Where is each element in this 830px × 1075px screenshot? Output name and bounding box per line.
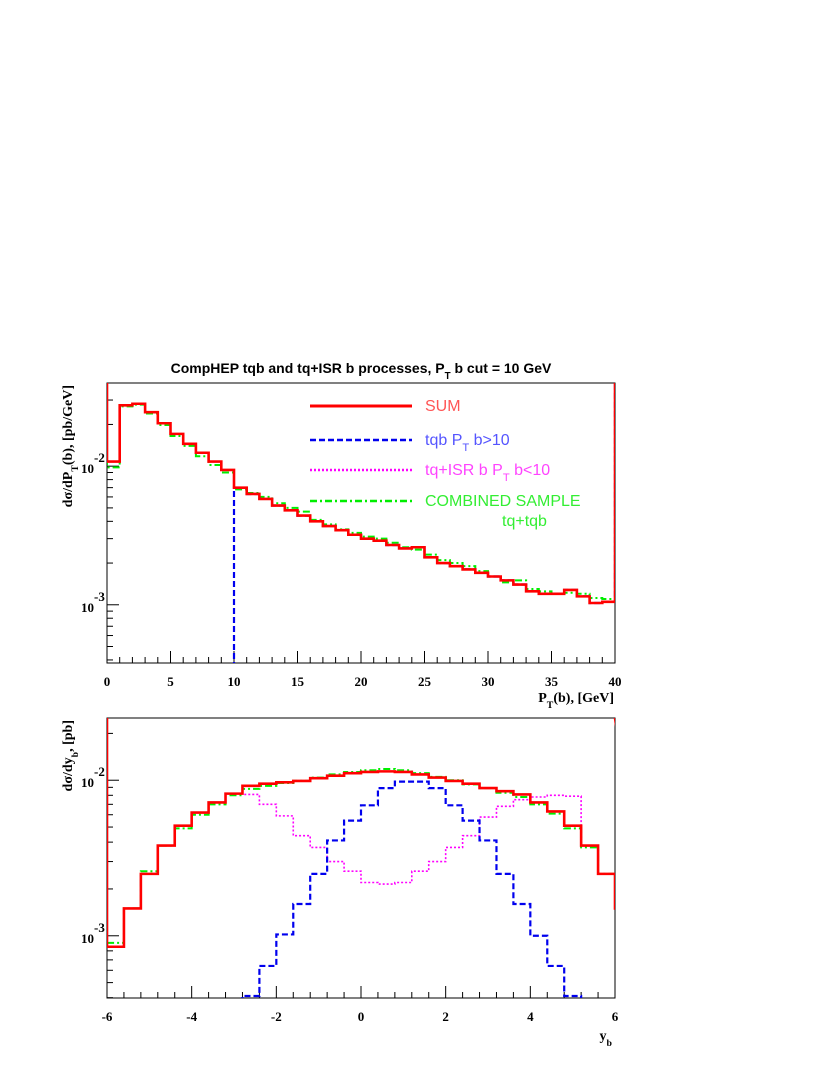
x-tick-label: 0 (104, 674, 111, 689)
x-tick-label: 5 (167, 674, 174, 689)
y-tick-label: 10 (81, 461, 94, 476)
x-tick-label: 20 (355, 674, 368, 689)
legend-isr-label: tq+ISR b PT b<10 (425, 462, 550, 484)
chart-title: CompHEP tqb and tq+ISR b processes, PT b… (171, 360, 552, 382)
y-tick-exponent: -3 (94, 589, 105, 604)
x-tick-label: 2 (442, 1009, 449, 1024)
series-sum-line (107, 718, 615, 949)
y-tick-exponent: -2 (94, 450, 105, 465)
y-tick-label: 10 (81, 931, 94, 946)
x-tick-label: 30 (482, 674, 495, 689)
x-tick-label: 35 (545, 674, 559, 689)
series-isr-line (107, 718, 615, 948)
series-sum-line (107, 383, 615, 605)
x-tick-label: -6 (102, 1009, 113, 1024)
legend-tqb-label: tqb PT b>10 (425, 432, 510, 454)
legend-sum-label: SUM (425, 398, 461, 415)
series-combined-line (107, 718, 615, 944)
x-axis-label: PT(b), [GeV] (538, 691, 614, 711)
x-tick-label: 10 (228, 674, 241, 689)
legend: SUM tqb PT b>10 tq+ISR b PT b<10 COMBINED S… (310, 398, 581, 530)
legend-combined-sublabel: tq+tqb (502, 513, 547, 530)
y-axis-label: dσ/dPT(b), [pb/GeV] (61, 385, 81, 507)
y-tick-label: 10 (81, 775, 94, 790)
x-tick-label: 4 (527, 1009, 534, 1024)
y-tick-exponent: -2 (94, 764, 105, 779)
x-tick-label: 25 (418, 674, 432, 689)
x-tick-label: -2 (271, 1009, 282, 1024)
legend-combined-label: COMBINED SAMPLE (425, 493, 581, 510)
y-tick-exponent: -3 (94, 920, 105, 935)
y-tick-label: 10 (81, 600, 94, 615)
x-tick-label: 40 (609, 674, 622, 689)
x-tick-label: 0 (358, 1009, 365, 1024)
x-axis-label: yb (600, 1029, 613, 1049)
series-combined-line (107, 383, 615, 601)
x-tick-label: 15 (291, 674, 305, 689)
y-axis-label: dσ/dyb, [pb] (61, 720, 81, 791)
x-tick-label: -4 (186, 1009, 197, 1024)
series-tqb-line (241, 780, 583, 998)
series-tqb-line (232, 383, 615, 663)
x-tick-label: 6 (612, 1009, 619, 1024)
plot-frame (106, 717, 616, 999)
